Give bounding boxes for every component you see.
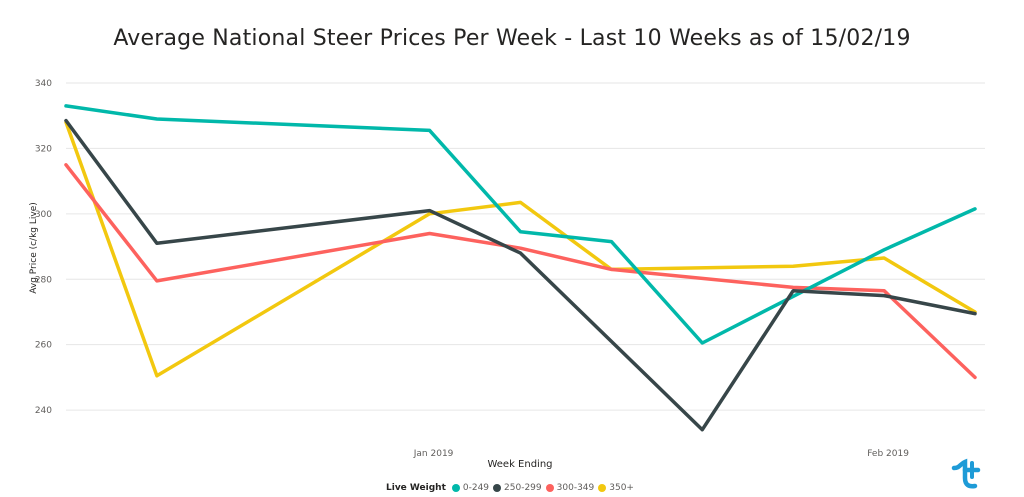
legend-marker xyxy=(451,484,460,492)
legend-label: 350+ xyxy=(609,483,634,493)
y-tick-label: 280 xyxy=(35,275,52,285)
legend-label: 0-249 xyxy=(462,483,490,493)
y-tick-labels: 240 260 280 300 320 340 xyxy=(35,79,52,416)
y-tick-label: 340 xyxy=(35,79,52,89)
legend-label: 300-349 xyxy=(556,483,595,493)
legend-marker xyxy=(598,484,607,492)
x-tick-labels: Jan 2019 Feb 2019 xyxy=(413,449,909,459)
legend-item-0-249[interactable]: 0-249 xyxy=(451,483,490,493)
x-tick-label: Feb 2019 xyxy=(867,449,909,459)
legend: Live Weight 0-249 250-299 300-349 350+ xyxy=(0,482,1024,494)
legend-title: Live Weight xyxy=(386,483,446,493)
legend-marker xyxy=(493,484,502,492)
x-axis-title: Week Ending xyxy=(487,459,553,470)
legend-item-350-plus[interactable]: 350+ xyxy=(598,483,634,493)
series-line-250-299[interactable] xyxy=(64,118,977,432)
legend-label: 250-299 xyxy=(504,483,542,493)
series-lines xyxy=(64,104,977,432)
legend-item-300-349[interactable]: 300-349 xyxy=(545,483,595,493)
y-tick-label: 300 xyxy=(35,210,52,220)
gridlines xyxy=(66,82,985,411)
x-tick-label: Jan 2019 xyxy=(413,449,454,459)
legend-marker xyxy=(545,484,554,492)
series-line-0-249[interactable] xyxy=(64,104,977,345)
y-tick-label: 260 xyxy=(35,341,52,351)
y-tick-label: 320 xyxy=(35,144,52,154)
chart-title: Average National Steer Prices Per Week -… xyxy=(113,26,911,51)
brand-logo xyxy=(951,458,981,489)
y-tick-label: 240 xyxy=(35,406,52,416)
series-line-300-349[interactable] xyxy=(64,163,977,380)
legend-item-250-299[interactable]: 250-299 xyxy=(493,483,542,493)
